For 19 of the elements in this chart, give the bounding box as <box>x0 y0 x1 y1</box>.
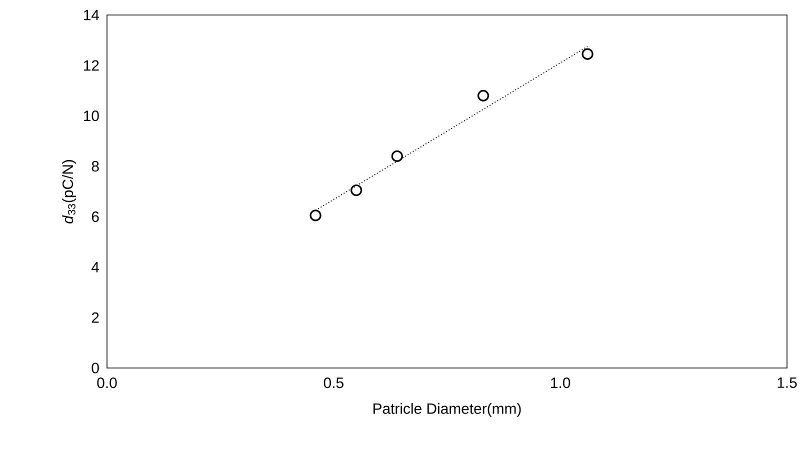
x-tick-label: 0.0 <box>97 378 117 388</box>
x-axis-title: Patricle Diameter(mm) <box>373 402 521 417</box>
x-tick-label: 1.5 <box>778 378 797 388</box>
y-tick-label: 4 <box>92 262 100 272</box>
y-tick-label: 10 <box>84 110 99 122</box>
y-tick-label: 0 <box>92 362 99 374</box>
point <box>310 210 322 222</box>
y-tick-label: 6 <box>92 211 99 222</box>
y-tick-label: 14 <box>84 10 100 20</box>
point <box>477 90 490 102</box>
y-axis-title: d$_{33}$(pC/N) <box>62 160 76 224</box>
x-tick-label: 0.5 <box>324 378 344 388</box>
point <box>391 150 403 162</box>
y-tick-label: 2 <box>92 312 99 323</box>
x-tick-label: 1.0 <box>551 378 570 388</box>
point <box>350 184 362 196</box>
y-tick-label: 8 <box>92 160 99 172</box>
point <box>582 48 594 60</box>
y-tick-label: 12 <box>84 60 99 71</box>
